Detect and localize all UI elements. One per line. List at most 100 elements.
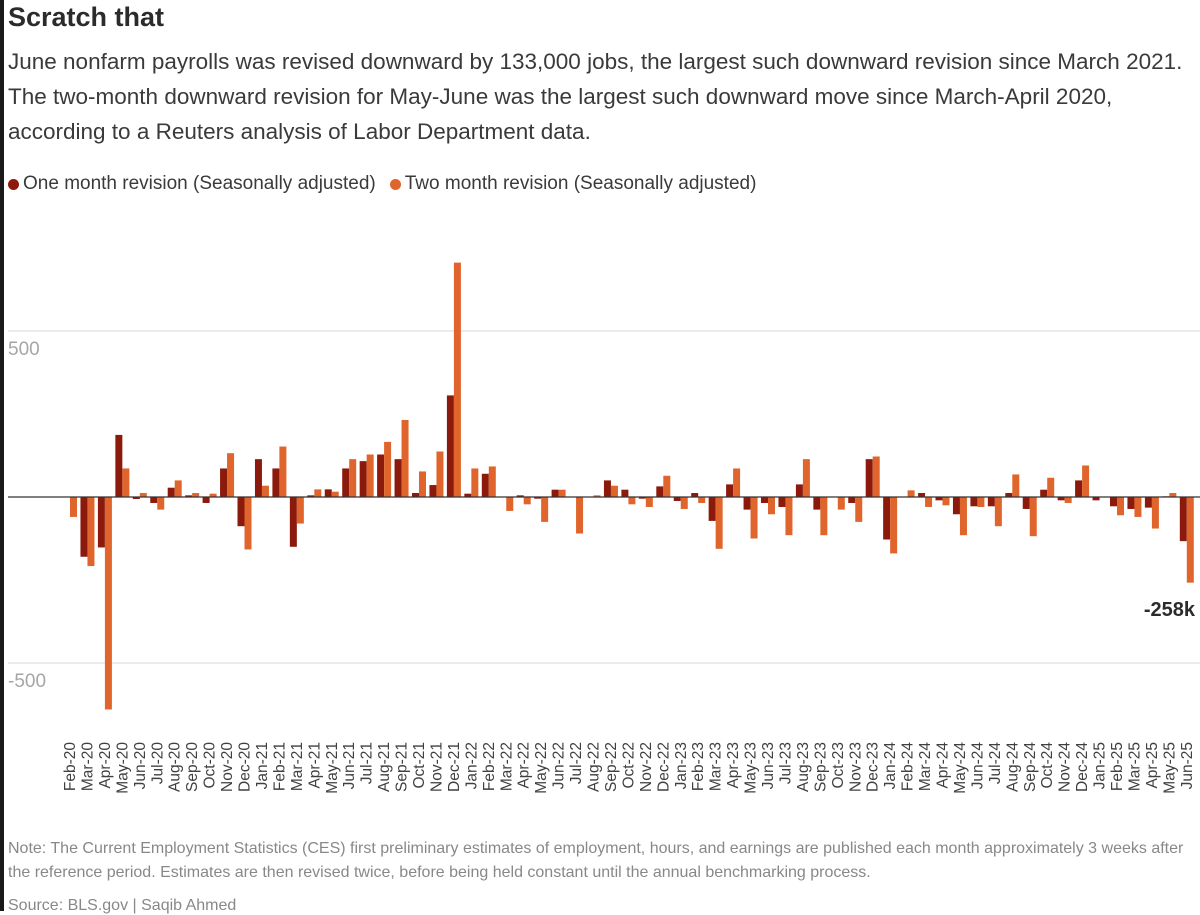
legend-item-one-month: One month revision (Seasonally adjusted) [8, 173, 376, 195]
bar-two-month [279, 446, 287, 497]
bar-two-month [820, 497, 828, 536]
bar-two-month [1169, 493, 1177, 497]
bar-two-month [872, 456, 880, 497]
bar-one-month [220, 468, 228, 497]
bar-two-month [977, 497, 985, 507]
x-tick-label: Mar-25 [1126, 742, 1143, 791]
chart-title: Scratch that [8, 2, 165, 32]
bar-one-month [412, 493, 419, 497]
x-tick-label: Feb-25 [1109, 742, 1126, 791]
bar-one-month [324, 489, 332, 497]
x-tick-label: Apr-21 [306, 742, 323, 789]
y-tick-label: 500 [8, 339, 40, 360]
x-tick-label: Apr-25 [1144, 742, 1161, 789]
bar-one-month [638, 497, 646, 499]
bar-two-month [802, 459, 810, 497]
bar-two-month [1012, 474, 1020, 497]
bar-two-month [488, 466, 496, 497]
x-tick-label: Feb-22 [481, 742, 498, 791]
x-tick-label: Nov-22 [638, 742, 655, 792]
bar-two-month [768, 497, 775, 515]
bar-two-month [1082, 465, 1090, 497]
x-tick-label: Sep-21 [394, 742, 411, 792]
bar-two-month [436, 451, 444, 497]
bar-two-month [157, 497, 165, 510]
x-tick-label: May-22 [533, 742, 550, 794]
x-tick-label: Nov-20 [219, 742, 236, 792]
bar-two-month [541, 497, 549, 522]
chart-source: Source: BLS.gov | Saqib Ahmed [8, 897, 237, 914]
bar-two-month [453, 262, 461, 497]
bar-two-month [349, 459, 357, 497]
bar-one-month [342, 468, 350, 497]
bar-two-month [1029, 497, 1037, 537]
x-tick-label: Jul-22 [568, 742, 585, 784]
bar-one-month [534, 497, 542, 499]
bar-two-month [471, 468, 479, 497]
bar-two-month [244, 497, 252, 550]
x-tick-label: Jan-21 [254, 742, 271, 789]
bar-one-month [394, 459, 402, 497]
bar-two-month [174, 480, 182, 497]
bar-two-month [296, 497, 304, 524]
bar-one-month [307, 495, 315, 497]
bar-one-month [743, 497, 751, 510]
x-tick-label: Oct-23 [830, 742, 847, 789]
bar-one-month [551, 489, 559, 497]
bar-one-month [202, 497, 210, 503]
bar-one-month [254, 459, 262, 497]
bar-two-month [733, 468, 741, 497]
bar-one-month [970, 497, 978, 507]
bar-two-month [314, 489, 322, 497]
x-tick-label: Feb-24 [900, 742, 917, 791]
bar-two-month [261, 485, 269, 497]
bar-one-month [464, 493, 472, 497]
bar-one-month [97, 497, 105, 548]
x-tick-label: Nov-24 [1057, 742, 1074, 792]
bar-one-month [865, 459, 873, 497]
x-tick-label: Feb-21 [271, 742, 288, 791]
bar-one-month [115, 434, 123, 497]
bar-two-month [139, 493, 147, 497]
bar-two-month [1047, 477, 1055, 497]
bar-one-month [848, 497, 856, 503]
bar-two-month [994, 497, 1002, 527]
x-tick-label: Mar-24 [917, 742, 934, 791]
x-tick-label: Jan-24 [882, 742, 899, 790]
bar-two-month [104, 497, 112, 710]
bar-two-month [959, 497, 967, 536]
bar-two-month [209, 493, 217, 497]
bar-one-month [987, 497, 995, 507]
bar-two-month [384, 441, 392, 497]
bar-two-month [227, 453, 235, 497]
bar-two-month [942, 497, 950, 506]
legend-label-one-month: One month revision (Seasonally adjusted) [23, 173, 376, 194]
chart-subtitle: June nonfarm payrolls was revised downwa… [8, 49, 1183, 144]
bar-one-month [1040, 489, 1048, 497]
bar-one-month [1127, 497, 1135, 509]
bar-one-month [516, 495, 524, 497]
bar-one-month [795, 484, 803, 497]
bar-two-month [401, 419, 409, 497]
bar-one-month [621, 489, 629, 497]
bar-two-month [925, 497, 933, 507]
x-tick-label: Oct-21 [411, 742, 428, 789]
x-tick-label: Dec-24 [1074, 742, 1091, 792]
x-tick-label: Jun-20 [132, 742, 149, 790]
bar-two-month [1151, 497, 1159, 529]
x-tick-label: Aug-23 [795, 742, 812, 792]
bar-one-month [429, 485, 437, 497]
bar-one-month [708, 497, 716, 521]
bar-one-month [1110, 497, 1117, 507]
bar-two-month [593, 495, 601, 497]
x-tick-label: Apr-22 [516, 742, 533, 789]
x-tick-label: Mar-21 [289, 742, 306, 791]
bar-one-month [377, 454, 385, 497]
bar-two-month [70, 497, 77, 517]
bar-one-month [1179, 497, 1187, 542]
x-tick-label: Aug-21 [376, 742, 393, 792]
annotation-label: -258k [1144, 599, 1196, 621]
bar-one-month [1057, 497, 1065, 501]
x-tick-label: Feb-20 [62, 742, 79, 791]
